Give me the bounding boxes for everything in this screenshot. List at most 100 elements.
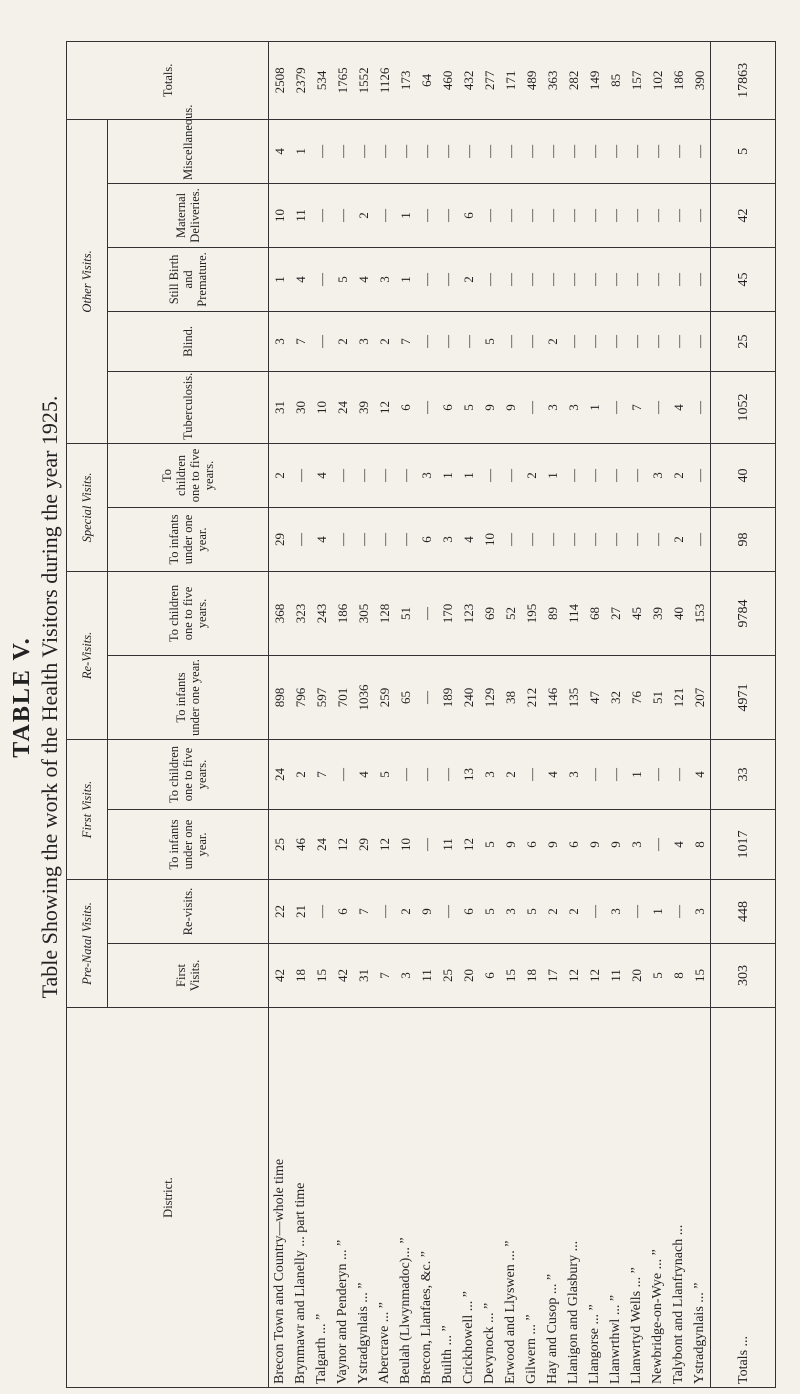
column-header: Blind.	[107, 311, 269, 372]
table-cell: —	[542, 247, 563, 312]
table-cell: 3	[626, 809, 647, 880]
table-cell: 2	[563, 879, 584, 944]
table-cell: 898	[268, 655, 290, 740]
table-cell: 5	[647, 943, 668, 1008]
total-cell: 40	[710, 443, 776, 508]
district-name: Llangorse ... ”	[584, 1007, 605, 1388]
table-cell: 460	[437, 41, 458, 120]
table-cell: —	[605, 247, 626, 312]
group-header: Other Visits.	[66, 119, 108, 444]
table-cell: —	[542, 507, 563, 572]
total-cell: 5	[710, 119, 776, 184]
district-name: Vaynor and Penderyn ... ”	[332, 1007, 353, 1388]
table-row: Brecon Town and Country—whole time 42 22 25…	[268, 41, 290, 1388]
table-row: Llanigon and Glasbury ... 12 2 6 3 135 114— —3—…	[563, 41, 584, 1388]
table-cell: —	[521, 739, 542, 810]
table-cell: 15	[500, 943, 521, 1008]
district-name: Crickhowell ... ”	[458, 1007, 479, 1388]
table-cell: —	[521, 183, 542, 248]
column-header: To children one to five years.	[107, 739, 269, 810]
table-cell: —	[626, 247, 647, 312]
table-cell: 3	[689, 879, 711, 944]
table-cell: 1552	[353, 41, 374, 120]
table-row: Talybont and Llanfrynach ... 8—4—121 40 2 2 4…	[668, 41, 689, 1388]
table-cell: 15	[311, 943, 332, 1008]
table-row: Brynmawr and Llanelly ... part time 18 21 4…	[290, 41, 311, 1388]
table-cell: —	[626, 507, 647, 572]
table-cell: 9	[416, 879, 437, 944]
total-cell: 33	[710, 739, 776, 810]
table-row: Abercrave ... ” 7—12 5 259 128— —12 2 3— —1126	[374, 41, 395, 1388]
table-cell: 6	[437, 371, 458, 444]
table-cell: 7	[395, 311, 416, 372]
table-cell: —	[647, 311, 668, 372]
table-cell: 39	[353, 371, 374, 444]
table-cell: 51	[395, 571, 416, 656]
table-cell: —	[500, 183, 521, 248]
table-cell: 195	[521, 571, 542, 656]
table-cell: 796	[290, 655, 311, 740]
table-cell: —	[584, 443, 605, 508]
table-cell: 21	[290, 879, 311, 944]
table-cell: 3	[563, 371, 584, 444]
district-name: Brynmawr and Llanelly ... part time	[290, 1007, 311, 1388]
table-cell: —	[353, 119, 374, 184]
table-cell: 4	[668, 809, 689, 880]
table-cell: —	[290, 507, 311, 572]
table-cell: 4	[290, 247, 311, 312]
table-cell: 45	[626, 571, 647, 656]
column-header: Maternal Deliveries.	[107, 183, 269, 248]
table-cell: 1	[542, 443, 563, 508]
group-header: First Visits.	[66, 739, 108, 880]
table-cell: 123	[458, 571, 479, 656]
table-cell: 29	[268, 507, 290, 572]
table-cell: 9	[479, 371, 500, 444]
table-cell: 597	[311, 655, 332, 740]
table-cell: —	[542, 119, 563, 184]
table-cell: 363	[542, 41, 563, 120]
table-cell: —	[668, 311, 689, 372]
district-name: Talybont and Llanfrynach ...	[668, 1007, 689, 1388]
table-cell: 3	[542, 371, 563, 444]
column-header: Tuberculosis.	[107, 371, 269, 444]
table-cell: 31	[268, 371, 290, 444]
table-cell: 3	[563, 739, 584, 810]
table-row: Vaynor and Penderyn ... ” 42 6 12—701 186— —2…	[332, 41, 353, 1388]
table-cell: 3	[395, 943, 416, 1008]
table-cell: —	[584, 183, 605, 248]
table-cell: —	[542, 183, 563, 248]
table-cell: 1126	[374, 41, 395, 120]
table-cell: 9	[500, 371, 521, 444]
table-cell: —	[416, 247, 437, 312]
table-cell: —	[626, 311, 647, 372]
table-cell: —	[500, 119, 521, 184]
total-cell: 45	[710, 247, 776, 312]
table-cell: 3	[500, 879, 521, 944]
table-cell: —	[311, 183, 332, 248]
table-cell: 3	[605, 879, 626, 944]
table-cell: —	[563, 443, 584, 508]
table-cell: 171	[500, 41, 521, 120]
table-cell: —	[647, 183, 668, 248]
table-cell: 11	[437, 809, 458, 880]
table-cell: 10	[311, 371, 332, 444]
table-cell: 5	[458, 371, 479, 444]
table-cell: 47	[584, 655, 605, 740]
total-cell: 4971	[710, 655, 776, 740]
table-cell: —	[626, 183, 647, 248]
column-header: Totals.	[66, 41, 269, 120]
header-row: District. Pre-Natal Visits. First Visits. R…	[66, 41, 269, 1388]
table-cell: 2	[395, 879, 416, 944]
table-cell: 2	[268, 443, 290, 508]
table-cell: 390	[689, 41, 711, 120]
table-cell: 69	[479, 571, 500, 656]
table-cell: —	[437, 247, 458, 312]
table-cell: —	[584, 247, 605, 312]
table-cell: 5	[374, 739, 395, 810]
table-cell: —	[689, 119, 711, 184]
table-cell: 22	[268, 879, 290, 944]
table-cell: 4	[353, 739, 374, 810]
table-cell: 432	[458, 41, 479, 120]
table-cell: —	[416, 571, 437, 656]
table-cell: 4	[458, 507, 479, 572]
